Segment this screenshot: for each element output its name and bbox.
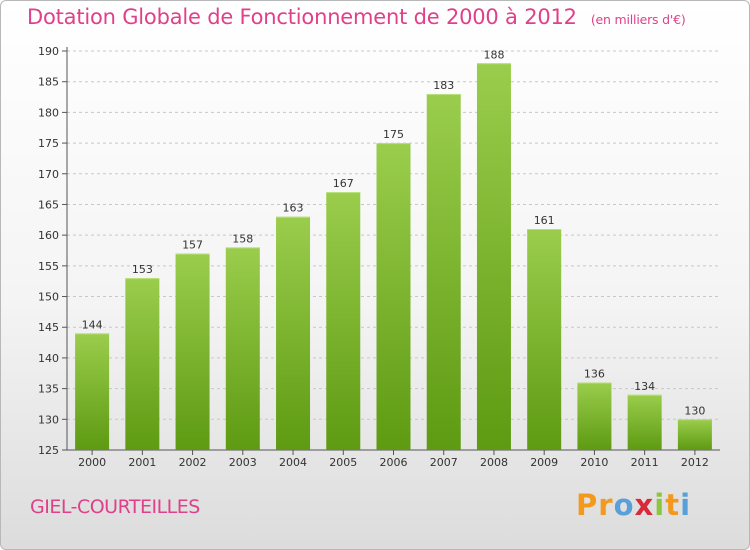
y-tick-label: 190: [38, 45, 59, 58]
x-tick-label: 2007: [430, 456, 458, 469]
x-tick-label: 2010: [580, 456, 608, 469]
y-tick-label: 130: [38, 413, 59, 426]
y-tick-label: 180: [38, 106, 59, 119]
data-label: 183: [433, 79, 454, 92]
proxiti-logo: Proxiti: [576, 488, 691, 522]
data-label: 161: [534, 214, 555, 227]
logo-letter: i: [654, 488, 666, 522]
bar: [527, 229, 562, 450]
bar: [376, 143, 411, 451]
y-tick-label: 155: [38, 260, 59, 273]
data-label: 136: [584, 367, 605, 380]
x-tick-label: 2008: [480, 456, 508, 469]
chart-subtitle: (en milliers d'€): [590, 12, 686, 27]
bar: [677, 419, 712, 450]
data-label: 144: [82, 318, 103, 331]
logo-letter: t: [665, 488, 681, 522]
chart-title: Dotation Globale de Fonctionnement de 20…: [27, 5, 686, 29]
y-tick-label: 175: [38, 137, 59, 150]
y-tick-label: 165: [38, 198, 59, 211]
y-tick-label: 160: [38, 229, 59, 242]
y-tick-label: 125: [38, 444, 59, 457]
y-tick-label: 150: [38, 291, 59, 304]
logo-letter: i: [680, 488, 692, 522]
data-label: 134: [634, 380, 655, 393]
bar: [276, 216, 311, 450]
logo-letter: o: [613, 488, 635, 522]
data-label: 130: [684, 404, 705, 417]
x-tick-label: 2006: [380, 456, 408, 469]
y-tick-label: 135: [38, 383, 59, 396]
logo-letter: P: [576, 488, 599, 522]
x-tick-label: 2011: [631, 456, 659, 469]
y-tick-label: 140: [38, 352, 59, 365]
logo-letter: r: [598, 488, 614, 522]
y-tick-label: 145: [38, 321, 59, 334]
data-label: 158: [232, 232, 253, 245]
bar: [125, 278, 160, 450]
bar: [326, 192, 361, 450]
bar: [225, 247, 260, 450]
data-label: 175: [383, 128, 404, 141]
bar: [426, 93, 461, 450]
bar: [476, 63, 511, 451]
bar: [75, 333, 110, 450]
title-text: Dotation Globale de Fonctionnement de 20…: [27, 5, 577, 29]
x-tick-label: 2003: [229, 456, 257, 469]
town-name: GIEL-COURTEILLES: [30, 496, 200, 518]
y-tick-label: 185: [38, 76, 59, 89]
data-label: 153: [132, 263, 153, 276]
x-tick-label: 2004: [279, 456, 307, 469]
x-tick-label: 2000: [78, 456, 106, 469]
data-label: 163: [283, 202, 304, 215]
bar: [175, 253, 210, 450]
x-tick-label: 2005: [329, 456, 357, 469]
bar: [577, 382, 612, 450]
x-tick-label: 2001: [128, 456, 156, 469]
logo-letter: x: [634, 488, 655, 522]
x-tick-label: 2002: [179, 456, 207, 469]
data-label: 188: [483, 48, 504, 61]
bar: [627, 394, 662, 450]
x-tick-label: 2009: [530, 456, 558, 469]
data-label: 157: [182, 239, 203, 252]
y-tick-label: 170: [38, 168, 59, 181]
data-label: 167: [333, 177, 354, 190]
x-tick-label: 2012: [681, 456, 709, 469]
